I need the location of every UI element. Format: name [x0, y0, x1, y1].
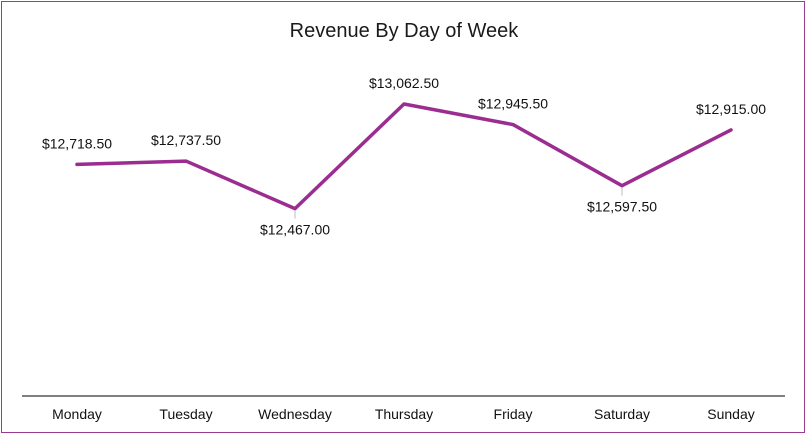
series-line: [75, 102, 733, 211]
x-tick-label-friday: Friday: [494, 406, 533, 422]
x-tick-label-wednesday: Wednesday: [258, 406, 332, 422]
data-point-friday: [511, 123, 515, 127]
data-point-thursday: [402, 102, 406, 106]
x-tick-label-monday: Monday: [52, 406, 102, 422]
data-point-sunday: [729, 128, 733, 132]
data-point-monday: [75, 162, 79, 166]
x-tick-label-thursday: Thursday: [375, 406, 433, 422]
chart-title: Revenue By Day of Week: [290, 20, 520, 42]
chart-frame: [1, 1, 805, 433]
data-point-tuesday: [184, 159, 188, 163]
x-tick-label-sunday: Sunday: [707, 406, 754, 422]
data-label-monday: $12,718.50: [42, 135, 112, 151]
data-label-wednesday: $12,467.00: [260, 222, 330, 238]
data-label-sunday: $12,915.00: [696, 101, 766, 117]
data-label-thursday: $13,062.50: [369, 75, 439, 91]
data-label-tuesday: $12,737.50: [151, 132, 221, 148]
data-point-wednesday: [293, 207, 297, 211]
data-label-saturday: $12,597.50: [587, 199, 657, 215]
x-tick-label-tuesday: Tuesday: [159, 406, 212, 422]
data-point-saturday: [620, 184, 624, 188]
data-label-friday: $12,945.50: [478, 96, 548, 112]
x-tick-label-saturday: Saturday: [594, 406, 650, 422]
